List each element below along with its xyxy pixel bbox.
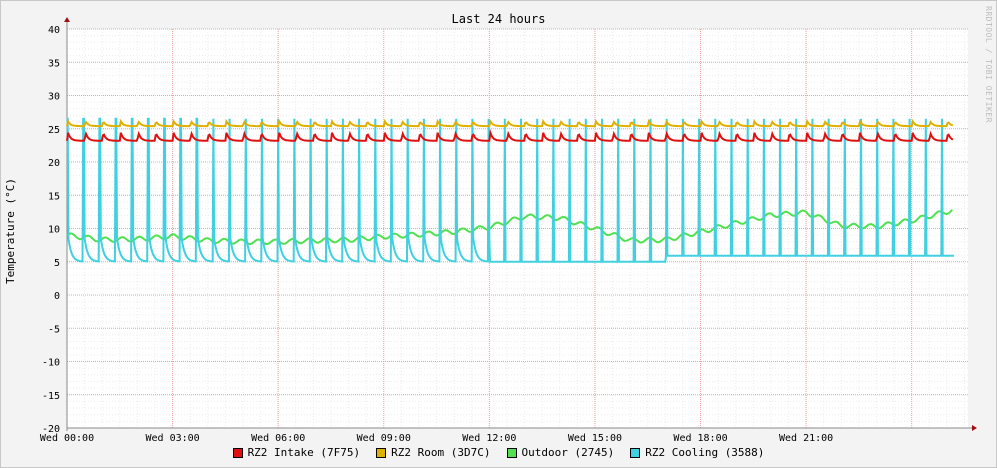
legend-label-intake: RZ2 Intake (7F75) (247, 446, 361, 459)
y-tick-label: 0 (54, 291, 60, 302)
x-tick-label: Wed 09:00 (357, 433, 411, 444)
legend-item-intake: RZ2 Intake (7F75) (232, 446, 361, 459)
legend-item-outdoor: Outdoor (2745) (506, 446, 615, 459)
x-tick-label: Wed 00:00 (40, 433, 94, 444)
legend-item-cooling: RZ2 Cooling (3588) (630, 446, 764, 459)
legend-item-room: RZ2 Room (3D7C) (376, 446, 491, 459)
y-tick-label: 40 (48, 25, 60, 36)
y-tick-label: 25 (48, 125, 60, 136)
y-tick-label: 5 (54, 258, 60, 269)
legend-swatch-room (376, 447, 387, 458)
y-tick-label: -10 (42, 358, 60, 369)
grid (66, 28, 968, 429)
y-tick-label: -20 (42, 424, 60, 435)
x-tick-label: Wed 18:00 (673, 433, 727, 444)
series-layer (66, 117, 954, 263)
legend-label-outdoor: Outdoor (2745) (521, 446, 615, 459)
axes (64, 17, 977, 431)
series-line-rz2-intake (66, 128, 954, 142)
y-tick-label: 10 (48, 225, 60, 236)
x-tick-label: Wed 12:00 (462, 433, 516, 444)
x-axis-arrow (972, 425, 977, 431)
x-tick-label: Wed 03:00 (145, 433, 199, 444)
y-tick-label: 20 (48, 158, 60, 169)
x-tick-label: Wed 15:00 (568, 433, 622, 444)
y-axis-arrow (64, 17, 70, 22)
series-line-rz2-cooling (66, 117, 954, 263)
x-tick-label: Wed 21:00 (779, 433, 833, 444)
y-tick-label: 30 (48, 92, 60, 103)
y-tick-label: -15 (42, 391, 60, 402)
legend-swatch-outdoor (506, 447, 517, 458)
x-tick-label: Wed 06:00 (251, 433, 305, 444)
legend-label-cooling: RZ2 Cooling (3588) (645, 446, 765, 459)
series-line-rz2-room (66, 118, 954, 128)
y-tick-label: 15 (48, 191, 60, 202)
y-tick-label: 35 (48, 58, 60, 69)
legend-swatch-intake (232, 447, 243, 458)
y-axis-label: Temperature (°C) (4, 178, 17, 284)
rrdtool-watermark: RRDTOOL / TOBI OETIKER (984, 6, 993, 123)
legend-swatch-cooling (630, 447, 641, 458)
chart-title: Last 24 hours (451, 12, 546, 26)
legend: RZ2 Intake (7F75) RZ2 Room (3D7C) Outdoo… (0, 446, 997, 459)
legend-label-room: RZ2 Room (3D7C) (391, 446, 491, 459)
y-tick-label: -5 (48, 324, 60, 335)
